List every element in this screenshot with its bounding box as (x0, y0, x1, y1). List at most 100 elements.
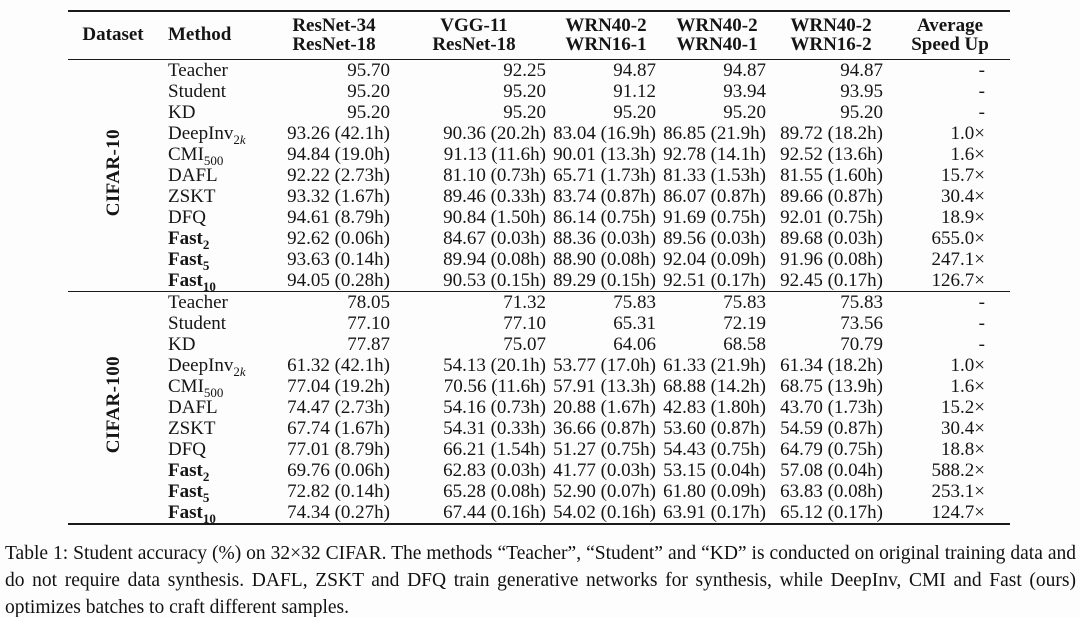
method-cell: Student (168, 313, 227, 334)
method-cell: CMI500 (168, 144, 224, 168)
section-cifar-10: CIFAR-10 Teacher 95.70 92.25 94.87 94.87 94.87… (68, 60, 1010, 294)
table-row: DAFL 74.47 (2.73h) 54.16 (0.73h) 20.88 (1.6… (68, 397, 1010, 418)
table-row: Fast10 94.05 (0.28h) 90.53 (0.15h) 89.29 (0… (68, 270, 1010, 294)
table-row: DeepInv2k 93.26 (42.1h) 90.36 (20.2h) 83.04… (68, 123, 1010, 147)
method-cell: ZSKT (168, 186, 216, 207)
value-cell: 77.87 (347, 334, 390, 355)
value-cell: 86.07 (0.87h) (663, 186, 766, 207)
table-row: CIFAR-10 Teacher 95.70 92.25 94.87 94.87 94.87… (68, 60, 1010, 216)
dataset-label: CIFAR-10 (102, 129, 124, 217)
header-line: WRN40-2 (565, 15, 647, 36)
value-cell: 93.32 (1.67h) (287, 186, 390, 207)
value-cell: 92.62 (0.06h) (287, 228, 390, 249)
value-cell: 53.77 (17.0h) (553, 355, 656, 376)
value-cell: 124.7× (931, 502, 985, 523)
value-cell: 75.83 (613, 292, 656, 313)
value-cell: 18.9× (941, 207, 985, 228)
results-table: Dataset Method ResNet-34 ResNet-18 VGG-1… (68, 10, 1010, 525)
value-cell: 72.19 (723, 313, 766, 334)
dataset-label: CIFAR-100 (102, 356, 124, 454)
results-table-wrap: Dataset Method ResNet-34 ResNet-18 VGG-1… (68, 10, 1010, 525)
header-line: WRN16-1 (565, 34, 647, 55)
method-cell: Fast10 (168, 270, 216, 294)
value-cell: 70.56 (11.6h) (443, 376, 546, 397)
value-cell: 1.0× (950, 123, 985, 144)
value-cell: 86.14 (0.75h) (553, 207, 656, 228)
method-cell: Fast2 (168, 228, 210, 252)
header-line: WRN40-2 (790, 15, 872, 36)
value-cell: 95.20 (613, 102, 656, 123)
table-row: ZSKT 93.32 (1.67h) 89.46 (0.33h) 83.74 (0.8… (68, 186, 1010, 207)
header-line: ResNet-34 (292, 15, 376, 36)
value-cell: 57.91 (13.3h) (553, 376, 656, 397)
header-line: Speed Up (911, 34, 989, 55)
table-row: DAFL 92.22 (2.73h) 81.10 (0.73h) 65.71 (1.7… (68, 165, 1010, 186)
header-pair-vgg11: VGG-11 ResNet-18 (398, 11, 550, 60)
value-cell: 64.79 (0.75h) (780, 439, 883, 460)
header-row: Dataset Method ResNet-34 ResNet-18 VGG-1… (68, 11, 1010, 60)
method-cell: Fast2 (168, 460, 210, 484)
value-cell: 68.58 (723, 334, 766, 355)
value-cell: 89.56 (0.03h) (663, 228, 766, 249)
value-cell: 92.04 (0.09h) (663, 249, 766, 270)
value-cell: 95.20 (723, 102, 766, 123)
method-cell: Fast5 (168, 249, 210, 273)
value-cell: 588.2× (931, 460, 985, 481)
value-cell: 89.94 (0.08h) (443, 249, 546, 270)
value-cell: 91.69 (0.75h) (663, 207, 766, 228)
value-cell: 93.94 (723, 81, 766, 102)
value-cell: 91.96 (0.08h) (780, 249, 883, 270)
value-cell: 655.0× (931, 228, 985, 249)
method-cell: DFQ (168, 439, 207, 460)
table-row: KD 77.87 75.07 64.06 68.58 70.79 - (68, 334, 1010, 355)
value-cell: 1.0× (950, 355, 985, 376)
value-cell: 92.52 (13.6h) (780, 144, 883, 165)
value-cell: 67.44 (0.16h) (443, 502, 546, 523)
value-cell: 62.83 (0.03h) (443, 460, 546, 481)
value-cell: 54.16 (0.73h) (443, 397, 546, 418)
value-cell: 77.10 (347, 313, 390, 334)
value-cell: 91.13 (11.6h) (443, 144, 546, 165)
value-cell: 126.7× (931, 270, 985, 291)
value-cell: 94.87 (723, 60, 766, 81)
value-cell: 84.67 (0.03h) (443, 228, 546, 249)
value-cell: 83.04 (16.9h) (553, 123, 656, 144)
value-cell: 88.90 (0.08h) (553, 249, 656, 270)
value-cell: 74.47 (2.73h) (287, 397, 390, 418)
value-cell: 95.20 (503, 81, 546, 102)
value-cell: 89.29 (0.15h) (553, 270, 656, 291)
value-cell: 92.45 (0.17h) (780, 270, 883, 291)
value-cell: 86.85 (21.9h) (663, 123, 766, 144)
value-cell: 253.1× (931, 481, 985, 502)
value-cell: 15.2× (941, 397, 985, 418)
value-cell: 92.78 (14.1h) (663, 144, 766, 165)
value-cell: 95.20 (840, 102, 883, 123)
table-row: CIFAR-100 Teacher 78.05 71.32 75.83 75.83 75.8… (68, 292, 1010, 453)
table-row: DFQ 77.01 (8.79h) 66.21 (1.54h) 51.27 (0.75… (68, 439, 1010, 460)
header-pair-wrn16-1: WRN40-2 WRN16-1 (550, 11, 662, 60)
value-cell: 83.74 (0.87h) (553, 186, 656, 207)
value-cell: 95.20 (503, 102, 546, 123)
header-pair-wrn16-2: WRN40-2 WRN16-2 (772, 11, 890, 60)
value-cell: 66.21 (1.54h) (443, 439, 546, 460)
value-cell: 64.06 (613, 334, 656, 355)
value-cell: 77.01 (8.79h) (287, 439, 390, 460)
value-cell: 43.70 (1.73h) (780, 397, 883, 418)
method-cell: CMI500 (168, 376, 224, 400)
value-cell: - (978, 81, 985, 102)
value-cell: 91.12 (613, 81, 656, 102)
value-cell: 54.59 (0.87h) (780, 418, 883, 439)
method-cell: Student (168, 81, 227, 102)
value-cell: 57.08 (0.04h) (780, 460, 883, 481)
table-caption: Table 1: Student accuracy (%) on 32×32 C… (5, 543, 1076, 617)
value-cell: 71.32 (503, 292, 546, 313)
method-cell: DeepInv2k (168, 123, 246, 147)
value-cell: 41.77 (0.03h) (553, 460, 656, 481)
value-cell: 1.6× (950, 376, 985, 397)
value-cell: 67.74 (1.67h) (287, 418, 390, 439)
table-row: CMI500 94.84 (19.0h) 91.13 (11.6h) 90.01 (1… (68, 144, 1010, 168)
value-cell: 92.51 (0.17h) (663, 270, 766, 291)
value-cell: 54.13 (20.1h) (443, 355, 546, 376)
value-cell: 94.61 (8.79h) (287, 207, 390, 228)
method-cell: DAFL (168, 397, 218, 418)
